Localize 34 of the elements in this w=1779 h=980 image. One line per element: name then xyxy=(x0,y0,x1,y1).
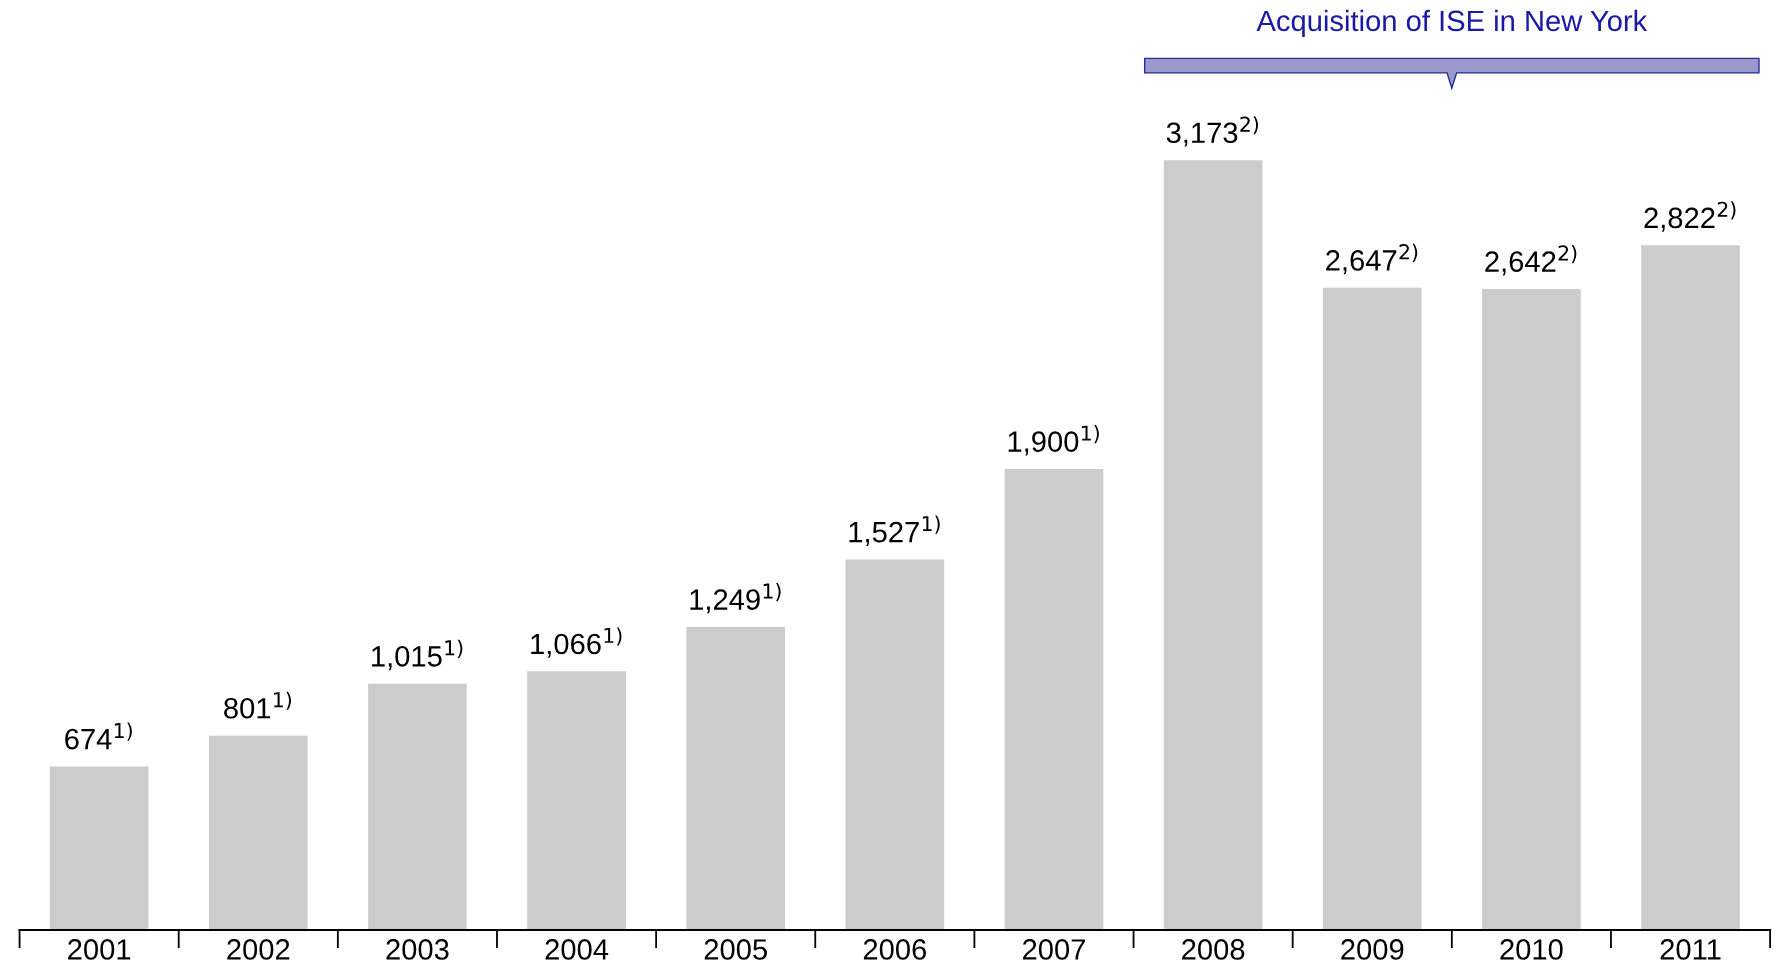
bar xyxy=(1163,160,1263,931)
text: Acquisition of ISE in New York xyxy=(1256,9,1648,37)
data-label: 2,822$^{2)}$ xyxy=(1644,201,1736,232)
bar xyxy=(845,559,945,931)
data-label: 2,647$^{2)}$ xyxy=(1326,243,1418,275)
x-tick-label: 2003 xyxy=(386,939,449,960)
x-tick-label: 2006 xyxy=(863,939,926,960)
x-tick-label: 2008 xyxy=(1182,939,1245,960)
bar xyxy=(208,735,308,931)
data-label: 801$^{1)}$ xyxy=(224,691,291,719)
bar xyxy=(1482,288,1581,931)
data-label: 3,173$^{2)}$ xyxy=(1166,116,1259,147)
bar xyxy=(1641,245,1740,931)
data-label: 674$^{1)}$ xyxy=(65,722,132,750)
data-label: 1,527$^{1)}$ xyxy=(849,515,940,546)
bar xyxy=(527,671,626,931)
bar xyxy=(49,766,149,931)
x-tick-label: 2011 xyxy=(1660,939,1721,960)
bar xyxy=(1004,469,1104,931)
bar xyxy=(686,626,786,931)
x-tick-label: 2007 xyxy=(1023,939,1085,960)
x-tick-label: 2001 xyxy=(68,939,131,960)
x-tick-label: 2002 xyxy=(227,939,290,960)
data-label: 1,066$^{1)}$ xyxy=(531,627,622,658)
x-tick-label: 2004 xyxy=(545,939,609,960)
x-tick-label: 2005 xyxy=(704,939,767,960)
bar xyxy=(1322,287,1422,931)
data-label: 2,642$^{2)}$ xyxy=(1485,244,1577,276)
data-label: 1,249$^{1)}$ xyxy=(690,582,781,614)
data-label: 1,015$^{1)}$ xyxy=(372,639,463,671)
data-label: 1,900$^{1)}$ xyxy=(1008,425,1099,456)
x-tick-label: 2010 xyxy=(1500,939,1563,960)
x-tick-label: 2009 xyxy=(1341,939,1404,960)
bar xyxy=(368,683,467,931)
